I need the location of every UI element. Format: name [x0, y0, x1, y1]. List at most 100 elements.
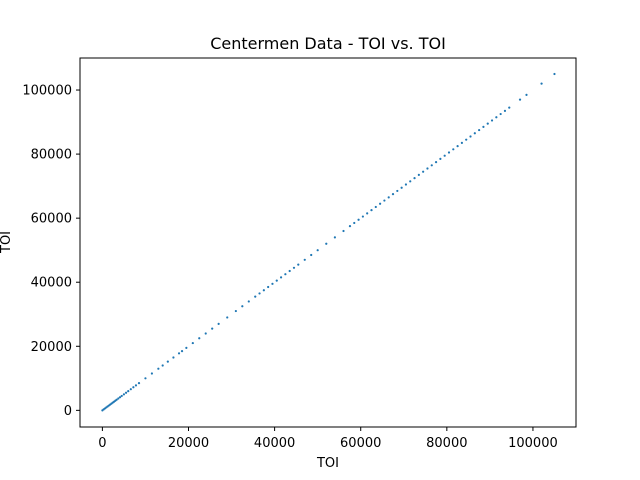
data-point: [262, 289, 265, 292]
data-point: [198, 337, 201, 340]
data-point: [426, 167, 429, 170]
data-point: [553, 72, 556, 76]
data-point: [226, 316, 229, 319]
data-point: [490, 119, 494, 122]
data-point: [161, 364, 164, 367]
x-axis-ticks: 0 20000 40000 60000 80000 100000: [98, 427, 558, 451]
data-point: [284, 273, 287, 276]
data-point: [191, 341, 194, 345]
data-point: [241, 305, 244, 308]
x-tick-label: 60000: [340, 436, 381, 451]
data-point: [473, 132, 476, 135]
data-point: [417, 173, 420, 177]
data-point: [404, 183, 408, 186]
data-point: [452, 148, 455, 151]
y-axis-label: TOI: [0, 231, 14, 254]
data-point: [137, 382, 141, 385]
data-point: [374, 205, 377, 209]
data-point: [400, 186, 403, 189]
data-point: [279, 276, 283, 279]
data-point: [271, 282, 274, 285]
y-tick-label: 80000: [31, 148, 72, 163]
data-point: [482, 125, 485, 128]
data-point: [503, 109, 507, 112]
data-point: [124, 391, 128, 394]
data-point: [379, 202, 382, 205]
data-point: [353, 221, 356, 225]
x-tick-label: 40000: [254, 436, 295, 451]
data-point: [387, 196, 390, 199]
x-tick-label: 0: [98, 436, 106, 451]
data-point: [460, 141, 463, 144]
data-point: [185, 346, 188, 349]
data-point: [267, 285, 270, 289]
data-point: [486, 122, 489, 125]
data-point: [361, 215, 364, 218]
data-point: [478, 128, 481, 132]
data-point: [150, 372, 153, 375]
data-point: [430, 164, 433, 167]
data-point: [166, 360, 169, 363]
data-point: [297, 263, 300, 266]
chart-title: Centermen Data - TOI vs. TOI: [210, 34, 446, 53]
data-point: [117, 397, 120, 400]
data-point: [391, 193, 395, 196]
data-point: [144, 377, 147, 380]
data-point: [366, 212, 369, 215]
data-point: [234, 309, 237, 313]
data-point: [254, 295, 257, 298]
data-point: [370, 209, 373, 212]
data-point: [333, 236, 336, 239]
data-point: [310, 253, 313, 257]
data-point: [129, 388, 132, 391]
data-point: [508, 106, 511, 109]
data-point: [275, 279, 278, 282]
data-point: [465, 138, 468, 141]
data-point: [469, 135, 472, 138]
x-tick-label: 80000: [426, 436, 467, 451]
data-point: [217, 322, 220, 325]
data-point: [325, 242, 328, 245]
data-point: [525, 93, 528, 96]
data-point: [357, 218, 360, 221]
points-layer: [101, 72, 556, 412]
data-point: [247, 300, 250, 303]
data-point: [132, 386, 135, 389]
y-axis-ticks: 0 20000 40000 60000 80000 100000: [22, 84, 80, 419]
y-tick-label: 20000: [31, 340, 72, 355]
data-point: [120, 394, 123, 398]
data-point: [211, 327, 214, 330]
data-point: [292, 266, 296, 269]
data-point: [434, 161, 438, 164]
y-tick-label: 60000: [31, 212, 72, 227]
data-point: [157, 367, 160, 370]
data-point: [383, 199, 386, 202]
data-point: [316, 249, 319, 252]
data-point: [456, 144, 459, 148]
data-point: [122, 393, 126, 396]
data-point: [180, 349, 184, 353]
x-axis-label: TOI: [316, 456, 339, 471]
data-point: [540, 82, 543, 85]
data-point: [518, 98, 522, 101]
data-point: [422, 170, 425, 173]
data-point: [127, 390, 130, 393]
data-point: [413, 177, 416, 180]
data-point: [447, 151, 451, 154]
data-point: [342, 229, 345, 233]
y-tick-label: 100000: [22, 84, 72, 99]
data-point: [177, 352, 181, 355]
data-point: [396, 189, 399, 193]
plot-area-frame: [79, 57, 577, 428]
data-point: [303, 258, 306, 261]
y-tick-label: 0: [64, 404, 72, 419]
data-point: [348, 225, 352, 228]
y-tick-label: 40000: [31, 276, 72, 291]
data-point: [288, 269, 291, 273]
data-point: [204, 332, 207, 335]
data-point: [443, 154, 446, 157]
data-point: [115, 398, 118, 401]
data-point: [134, 384, 138, 387]
